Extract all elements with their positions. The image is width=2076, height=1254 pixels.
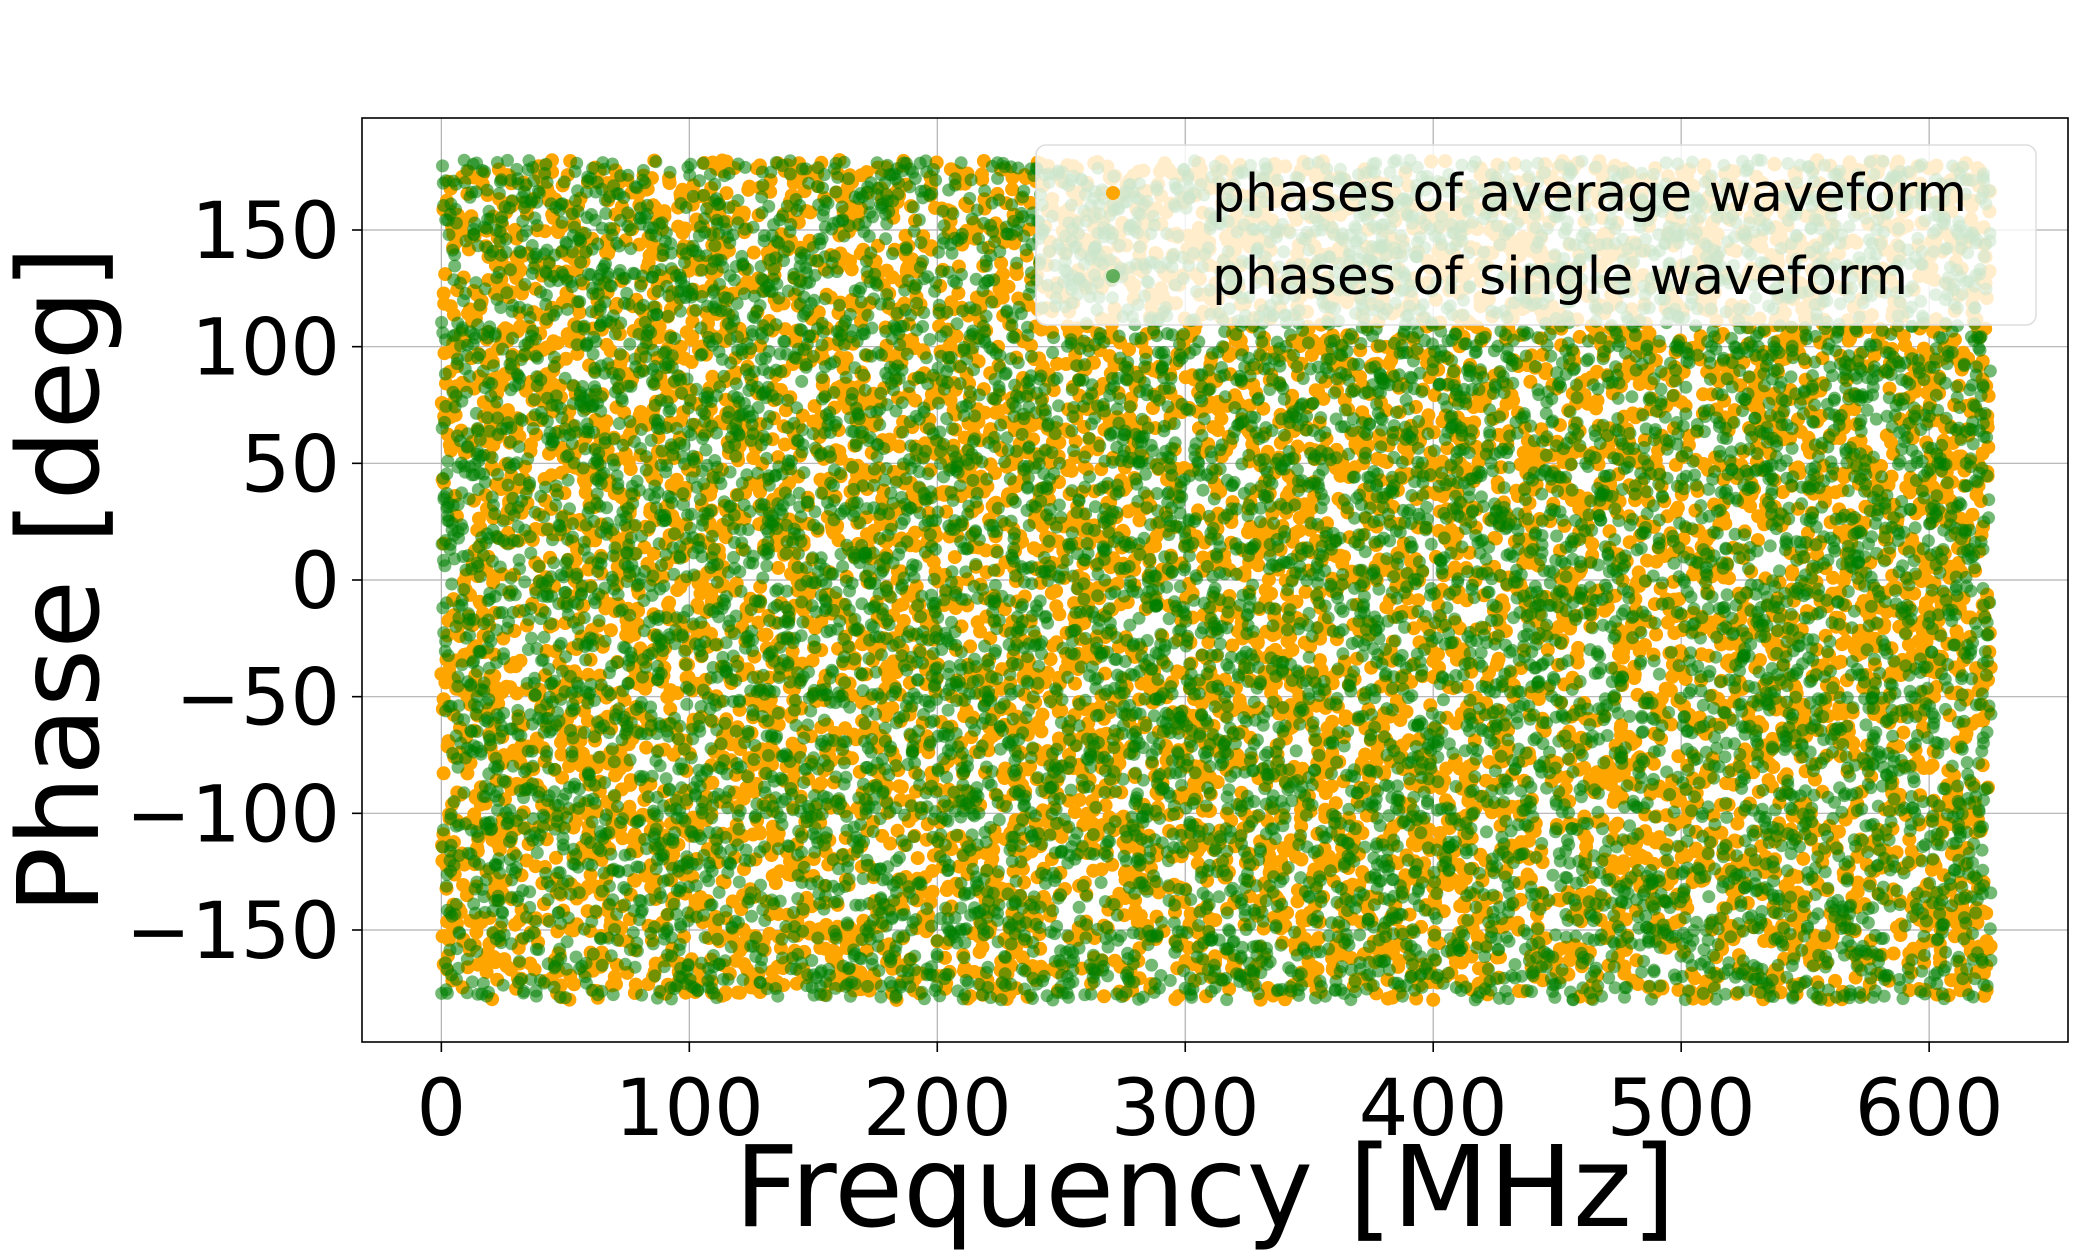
data-point <box>771 560 786 575</box>
data-point <box>623 462 638 477</box>
data-point <box>890 823 905 838</box>
data-point <box>910 851 925 866</box>
data-point <box>778 403 793 418</box>
data-point <box>1614 718 1629 733</box>
data-point <box>1632 377 1647 392</box>
data-point <box>472 511 486 526</box>
data-point <box>746 245 761 260</box>
data-point <box>1121 504 1136 519</box>
data-point <box>1194 696 1209 711</box>
data-point <box>1328 796 1343 811</box>
data-point <box>1052 607 1067 622</box>
data-point <box>1067 805 1082 820</box>
data-point <box>952 859 967 874</box>
data-point <box>1178 370 1193 385</box>
data-point <box>1250 636 1265 651</box>
data-point <box>1607 819 1622 834</box>
data-point <box>1835 637 1849 652</box>
data-point <box>1382 356 1397 371</box>
data-point <box>607 969 622 984</box>
data-point <box>1201 635 1216 650</box>
data-point <box>762 926 777 941</box>
data-point <box>1696 387 1711 402</box>
data-point <box>1241 525 1255 540</box>
data-point <box>1649 627 1664 642</box>
data-point <box>1882 381 1897 396</box>
data-point <box>1225 638 1240 653</box>
data-point <box>892 779 907 794</box>
data-point <box>1294 852 1309 867</box>
data-point <box>1072 793 1087 807</box>
data-point <box>1579 839 1594 854</box>
data-point <box>1107 953 1122 968</box>
data-point <box>1338 709 1353 724</box>
data-point <box>859 165 874 180</box>
data-point <box>499 959 514 974</box>
data-point <box>805 653 820 668</box>
data-point <box>1886 946 1901 961</box>
data-point <box>1426 992 1441 1007</box>
data-point <box>583 868 598 882</box>
